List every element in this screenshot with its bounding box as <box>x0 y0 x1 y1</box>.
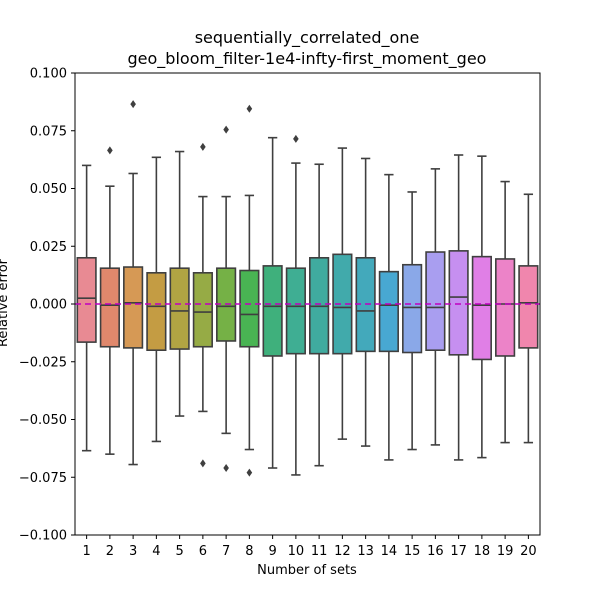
x-tick-label: 5 <box>175 544 183 559</box>
box-iqr <box>146 272 167 352</box>
y-tick-label: −0.075 <box>19 471 67 486</box>
y-tick-label: −0.025 <box>19 355 67 370</box>
box-5 <box>169 150 190 417</box>
x-tick-label: 11 <box>311 544 328 559</box>
box-iqr <box>262 265 283 357</box>
y-tick-label: 0.075 <box>30 124 67 139</box>
axes: −0.100 −0.075 −0.050 −0.025 0.000 0.025 0.050 0… <box>19 67 541 559</box>
y-tick-label: 0.100 <box>30 67 67 82</box>
outlier-point <box>293 134 299 143</box>
box-6 <box>192 142 213 468</box>
outlier-point <box>107 146 113 155</box>
box-iqr <box>378 270 399 353</box>
box-2 <box>99 146 120 455</box>
box-iqr <box>192 272 213 348</box>
box-iqr <box>518 265 539 349</box>
box-iqr <box>285 267 306 355</box>
x-tick-label: 1 <box>82 544 90 559</box>
x-tick-label: 12 <box>334 544 351 559</box>
box-iqr <box>239 269 260 348</box>
outlier-point <box>200 459 206 468</box>
y-axis-label: Relative error <box>0 258 11 347</box>
x-tick-label: 13 <box>357 544 374 559</box>
box-iqr <box>425 251 446 351</box>
box-iqr <box>169 267 190 350</box>
box-3 <box>123 100 144 466</box>
x-tick-label: 6 <box>199 544 207 559</box>
box-iqr <box>99 267 120 348</box>
box-4 <box>146 156 167 443</box>
x-tick-label: 18 <box>474 544 491 559</box>
x-tick-label: 3 <box>129 544 137 559</box>
box-iqr <box>448 250 469 356</box>
outlier-point <box>200 142 206 151</box>
x-axis-label: Number of sets <box>257 563 357 578</box>
y-tick-label: −0.100 <box>19 529 67 544</box>
x-tick-label: 10 <box>288 544 305 559</box>
chart-title-line-2: geo_bloom_filter-1e4-infty-first_moment_… <box>128 49 487 69</box>
y-tick-label: −0.050 <box>19 413 67 428</box>
y-tick-label: 0.000 <box>30 298 67 313</box>
box-20 <box>518 193 539 444</box>
box-iqr <box>471 255 492 361</box>
box-iqr <box>76 256 97 343</box>
box-10 <box>285 134 306 476</box>
box-7 <box>216 125 237 473</box>
box-iqr <box>495 258 516 357</box>
x-tick-label: 15 <box>404 544 421 559</box>
box-19 <box>495 180 516 444</box>
x-tick-label: 19 <box>497 544 514 559</box>
y-tick-label: 0.025 <box>30 240 67 255</box>
box-9 <box>262 136 283 469</box>
x-tick-label: 20 <box>520 544 537 559</box>
plot-area <box>75 100 540 477</box>
outlier-point <box>223 464 229 473</box>
outlier-point <box>246 104 253 113</box>
x-tick-label: 8 <box>245 544 253 559</box>
x-tick-label: 4 <box>152 544 160 559</box>
box-iqr <box>123 266 144 349</box>
outlier-point <box>130 100 136 109</box>
y-tick-label: 0.050 <box>30 182 67 197</box>
box-14 <box>378 173 399 461</box>
box-8 <box>239 104 260 477</box>
box-iqr <box>402 263 423 354</box>
box-11 <box>309 163 330 467</box>
box-iqr <box>332 253 353 355</box>
chart-title: sequentially_correlated_one geo_bloom_fi… <box>128 28 487 69</box>
box-16 <box>425 168 446 446</box>
box-1 <box>76 164 97 452</box>
chart-title-line-1: sequentially_correlated_one <box>195 28 420 48</box>
box-13 <box>355 157 376 447</box>
x-tick-label: 2 <box>106 544 114 559</box>
box-17 <box>448 154 469 461</box>
box-15 <box>402 191 423 451</box>
outlier-point <box>246 468 253 477</box>
x-tick-label: 7 <box>222 544 230 559</box>
x-tick-label: 9 <box>268 544 276 559</box>
x-tick-label: 17 <box>450 544 467 559</box>
box-12 <box>332 147 353 440</box>
outlier-point <box>223 125 229 134</box>
x-tick-label: 14 <box>381 544 398 559</box>
x-tick-label: 16 <box>427 544 444 559</box>
box-18 <box>471 155 492 459</box>
